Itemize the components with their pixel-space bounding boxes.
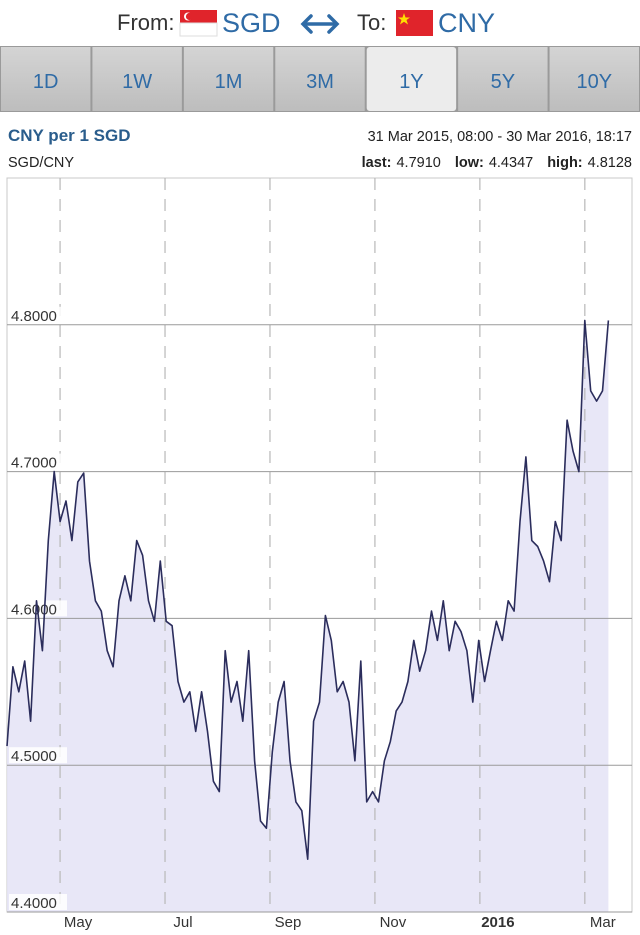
stat-value: 4.7910 xyxy=(396,155,440,171)
stat-label: last: xyxy=(362,155,392,171)
tab-label[interactable]: 10Y xyxy=(576,71,612,93)
tab-label[interactable]: 5Y xyxy=(491,71,515,93)
tab[interactable] xyxy=(275,47,365,111)
date-range: 31 Mar 2015, 08:00 - 30 Mar 2016, 18:17 xyxy=(368,129,632,145)
y-label-bg xyxy=(9,894,67,910)
y-tick-label: 4.6000 xyxy=(11,601,57,618)
area xyxy=(7,320,609,912)
from-label: From: xyxy=(117,10,174,35)
tab-label[interactable]: 1D xyxy=(33,71,59,93)
y-label-bg xyxy=(9,453,67,470)
to-currency[interactable]: CNY xyxy=(438,8,495,38)
stat-label: high: xyxy=(547,155,582,171)
tab-label[interactable]: 1M xyxy=(215,71,243,93)
y-tick-label: 4.4000 xyxy=(11,895,57,912)
stats: last: 4.7910 low: 4.4347 high: 4.8128 xyxy=(362,155,632,171)
tab[interactable] xyxy=(366,47,457,111)
x-tick-label: Nov xyxy=(380,914,407,931)
line xyxy=(6,319,610,860)
to-label: To: xyxy=(357,10,386,35)
x-tick-label: Mar xyxy=(590,914,616,931)
flag-sg xyxy=(179,10,218,37)
tab[interactable] xyxy=(183,47,274,111)
tab[interactable] xyxy=(458,47,548,111)
y-tick-label: 4.5000 xyxy=(11,748,57,765)
tabs: 1D 1W 1M 3M 1Y 5Y 10Y xyxy=(1,47,639,111)
stat-value: 4.4347 xyxy=(489,155,533,171)
tab[interactable] xyxy=(1,47,91,111)
x-tick-label: May xyxy=(64,914,93,931)
tab-label[interactable]: 1W xyxy=(122,71,152,93)
chart-title: CNY per 1 SGD xyxy=(8,126,131,145)
y-label-bg xyxy=(9,747,67,764)
x-tick-label: Sep xyxy=(275,914,302,931)
flag-cn xyxy=(396,10,433,36)
tab[interactable] xyxy=(549,47,639,111)
swap-icon[interactable] xyxy=(300,14,340,34)
plot: May Jul Sep Nov 2016 Mar 4.4000 4.5000 4.6000 4.7… xyxy=(6,178,632,931)
tab-label[interactable]: 1Y xyxy=(399,71,423,93)
y-tick-label: 4.8000 xyxy=(11,308,57,325)
stat-label: low: xyxy=(455,155,484,171)
stat-value: 4.8128 xyxy=(588,155,632,171)
tab-label[interactable]: 3M xyxy=(306,71,334,93)
from-currency[interactable]: SGD xyxy=(222,8,281,38)
tab[interactable] xyxy=(92,47,182,111)
chart-subtitle: SGD/CNY xyxy=(8,155,74,171)
header: From: SGD To: CNY xyxy=(117,8,495,38)
x-tick-label: 2016 xyxy=(481,914,514,931)
y-label-bg xyxy=(9,306,67,323)
y-tick-label: 4.7000 xyxy=(11,455,57,472)
x-tick-label: Jul xyxy=(173,914,192,931)
